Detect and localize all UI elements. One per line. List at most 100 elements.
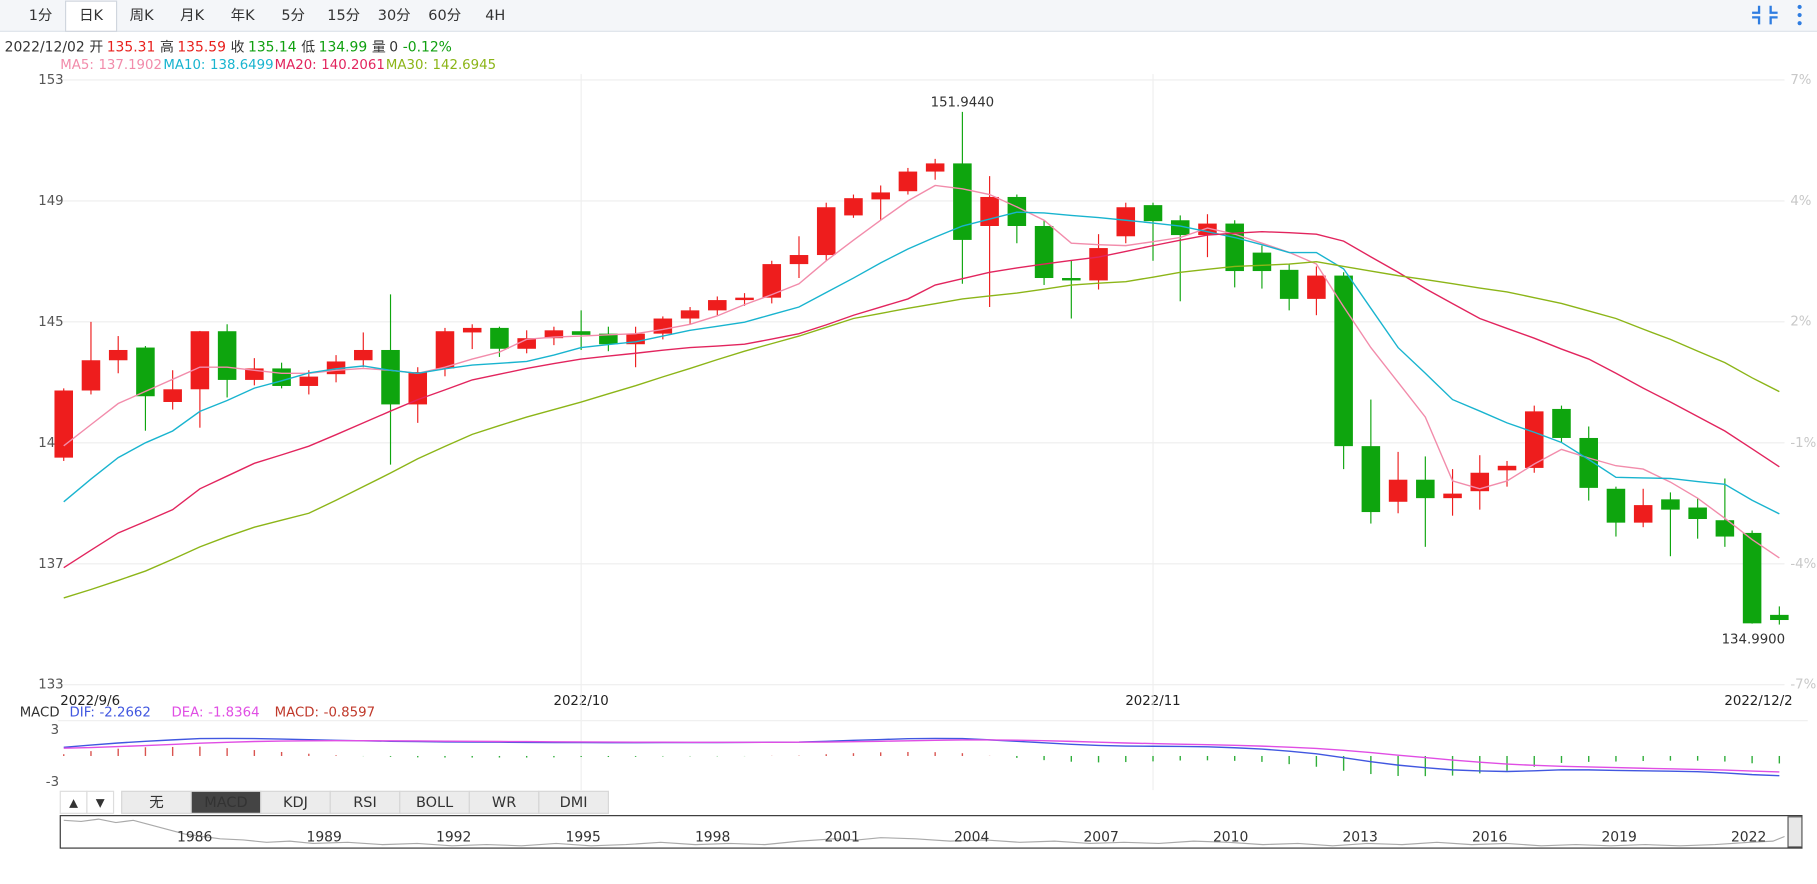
candle-body[interactable] xyxy=(1633,505,1653,523)
arrow-button[interactable] xyxy=(86,790,115,814)
candle-body[interactable] xyxy=(544,330,564,339)
period-tab[interactable]: 1分 xyxy=(29,7,53,24)
quote-low: 134.99 xyxy=(319,40,368,56)
period-tab[interactable]: 4H xyxy=(485,8,505,24)
candle-body[interactable] xyxy=(490,327,509,349)
candle-body[interactable] xyxy=(816,207,836,256)
candle-body[interactable] xyxy=(1470,472,1490,492)
indicator-tab[interactable]: 无 xyxy=(149,795,163,811)
legend-name: DEA: xyxy=(172,706,204,721)
candle-body[interactable] xyxy=(1715,520,1735,537)
candle-body[interactable] xyxy=(108,349,128,361)
candle-body[interactable] xyxy=(762,264,782,298)
candle-body[interactable] xyxy=(1034,225,1054,279)
candle-body[interactable] xyxy=(1579,437,1598,488)
candle-body[interactable] xyxy=(1361,446,1381,513)
period-tab[interactable]: 60分 xyxy=(428,7,461,24)
candle-body[interactable] xyxy=(980,196,999,226)
candle-body[interactable] xyxy=(1170,220,1190,236)
arrow-label[interactable]: ▲ xyxy=(69,795,78,809)
candle-body[interactable] xyxy=(626,333,645,345)
indicator-tab[interactable]: DMI xyxy=(560,795,588,811)
candle-body[interactable] xyxy=(1198,223,1217,236)
candle-body[interactable] xyxy=(435,331,455,369)
candle-body[interactable] xyxy=(1606,488,1626,523)
candle-body[interactable] xyxy=(735,297,754,301)
period-tab[interactable]: 年K xyxy=(231,7,255,24)
candle-body[interactable] xyxy=(1252,252,1272,272)
candle-body[interactable] xyxy=(163,389,182,402)
min-label: 134.9900 xyxy=(1722,633,1786,648)
candle-body[interactable] xyxy=(1307,275,1326,299)
period-tab[interactable]: 日K xyxy=(79,8,103,24)
period-tab[interactable]: 5分 xyxy=(281,7,305,24)
indicator-tab[interactable]: RSI xyxy=(353,795,377,811)
period-tab[interactable]: 15分 xyxy=(327,7,360,24)
candle-body[interactable] xyxy=(1388,479,1408,502)
indicator-tab[interactable]: KDJ xyxy=(283,795,308,811)
candle-body[interactable] xyxy=(299,376,319,386)
more-icon[interactable] xyxy=(1797,4,1802,26)
candle-body[interactable] xyxy=(680,310,700,319)
candle-body[interactable] xyxy=(1524,411,1544,468)
quote-high: 135.59 xyxy=(177,40,226,56)
candle-body[interactable] xyxy=(190,331,210,390)
candle-body[interactable] xyxy=(925,163,945,172)
quote-label: 收 xyxy=(231,40,245,56)
indicator-tab-bg[interactable] xyxy=(538,790,609,814)
quote-open: 135.31 xyxy=(107,40,156,56)
candle-body[interactable] xyxy=(844,198,863,216)
candle-body[interactable] xyxy=(81,360,101,391)
candle-body[interactable] xyxy=(1661,499,1680,510)
macd-legend: MACD: -0.8597 xyxy=(275,706,375,721)
candle-body[interactable] xyxy=(1416,479,1435,499)
indicator-tab[interactable]: MACD xyxy=(204,795,247,811)
navigator-year: 2007 xyxy=(1083,830,1118,846)
candle-body[interactable] xyxy=(136,347,155,397)
candle-body[interactable] xyxy=(408,372,428,405)
candle-body[interactable] xyxy=(272,368,291,386)
candle-body[interactable] xyxy=(1143,205,1163,222)
legend-name: DIF: xyxy=(70,706,95,721)
candle-body[interactable] xyxy=(1443,493,1462,499)
candle-body[interactable] xyxy=(354,349,373,361)
legend-name: MACD: xyxy=(275,706,319,721)
candle-body[interactable] xyxy=(871,192,890,200)
candle-body[interactable] xyxy=(653,318,673,334)
candle-body[interactable] xyxy=(1552,408,1571,438)
candle-body[interactable] xyxy=(1688,507,1707,520)
candle-body[interactable] xyxy=(1742,532,1762,624)
navigator-handle[interactable] xyxy=(1787,816,1803,848)
indicator-tab[interactable]: BOLL xyxy=(416,795,453,811)
candle-body[interactable] xyxy=(462,327,482,333)
candle-body[interactable] xyxy=(1225,223,1244,272)
candle-body[interactable] xyxy=(1279,269,1299,299)
candle-body[interactable] xyxy=(1497,465,1517,471)
candle-body[interactable] xyxy=(708,300,727,311)
macd-tick-label: -3 xyxy=(46,775,59,790)
candle-body[interactable] xyxy=(381,349,400,405)
candle-body[interactable] xyxy=(599,333,618,345)
candle-body[interactable] xyxy=(245,368,264,380)
navigator-year: 1989 xyxy=(306,830,341,846)
candle-body[interactable] xyxy=(898,171,918,192)
period-tab[interactable]: 周K xyxy=(130,8,154,24)
period-tab[interactable]: 月K xyxy=(180,8,204,24)
candle-body[interactable] xyxy=(1334,275,1353,447)
period-tab[interactable]: 30分 xyxy=(378,7,411,24)
candle-body[interactable] xyxy=(789,255,809,265)
candle-body[interactable] xyxy=(953,163,972,240)
candle-body[interactable] xyxy=(1062,278,1081,281)
collapse-icon[interactable] xyxy=(1752,5,1778,25)
candle-body[interactable] xyxy=(1770,614,1789,621)
candle-body[interactable] xyxy=(571,331,591,335)
candle-body[interactable] xyxy=(517,338,536,349)
candle-body[interactable] xyxy=(54,390,74,458)
arrow-label[interactable]: ▼ xyxy=(96,795,105,809)
candle-body[interactable] xyxy=(217,331,237,380)
indicator-tab[interactable]: WR xyxy=(492,795,516,811)
candle-body[interactable] xyxy=(1116,207,1136,237)
candle-body[interactable] xyxy=(1089,248,1108,281)
active-tab-bg[interactable] xyxy=(65,0,118,32)
